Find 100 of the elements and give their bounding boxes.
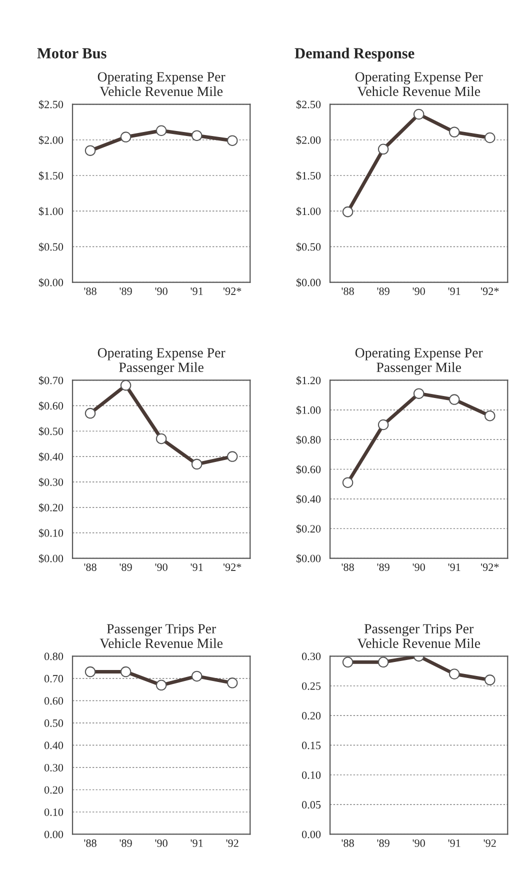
point xyxy=(84,145,96,156)
point xyxy=(191,130,202,141)
x-tick-label: '92* xyxy=(481,563,499,571)
y-tick-label: 0.05 xyxy=(302,801,321,809)
y-tick-label: 0.40 xyxy=(44,742,64,750)
chart-title: Passenger Trips Per Vehicle Revenue Mile xyxy=(357,624,480,648)
y-tick-label: $0.20 xyxy=(296,524,321,534)
x-tick-label: '91 xyxy=(190,563,203,571)
y-tick-label: $0.50 xyxy=(296,242,321,252)
x-tick-label: '91 xyxy=(448,288,460,295)
x-tick-label: '91 xyxy=(190,839,203,847)
x-tick-label: '92* xyxy=(223,288,242,295)
y-tick-label: 0.80 xyxy=(44,652,64,660)
point xyxy=(448,668,460,680)
point xyxy=(120,666,132,678)
y-tick-label: $0.50 xyxy=(38,242,64,252)
x-tick-label: '90 xyxy=(412,288,425,295)
point xyxy=(378,419,389,430)
x-tick-label: '91 xyxy=(448,839,460,847)
y-tick-label: $0.00 xyxy=(38,554,64,563)
y-tick-label: $2.00 xyxy=(296,136,321,145)
y-tick-label: $0.40 xyxy=(296,494,321,504)
point xyxy=(342,656,354,668)
x-tick-label: '91 xyxy=(190,288,203,295)
x-tick-label: '88 xyxy=(342,288,354,295)
x-tick-label: '92 xyxy=(226,839,238,847)
point xyxy=(156,125,167,136)
y-tick-label: $0.40 xyxy=(38,452,64,462)
point xyxy=(448,394,460,405)
x-tick-label: '90 xyxy=(155,839,168,847)
y-tick-label: $2.00 xyxy=(38,136,64,145)
x-tick-label: '90 xyxy=(155,288,168,295)
x-tick-label: '89 xyxy=(377,288,390,295)
y-tick-label: $1.50 xyxy=(38,171,64,180)
point xyxy=(84,408,96,419)
point xyxy=(342,206,354,218)
y-tick-label: $1.50 xyxy=(296,171,321,180)
y-tick-label: 0.25 xyxy=(302,682,321,690)
chart-title: Operating Expense Per Vehicle Revenue Mile xyxy=(98,72,226,96)
x-tick-label: '88 xyxy=(84,839,96,847)
x-tick-label: '91 xyxy=(448,563,460,571)
x-tick-label: '92* xyxy=(481,288,499,295)
y-tick-label: $0.70 xyxy=(38,376,64,385)
point xyxy=(191,670,202,682)
x-tick-label: '88 xyxy=(84,563,96,571)
point xyxy=(448,126,460,138)
chart-title: Operating Expense Per Vehicle Revenue Mile xyxy=(355,72,483,96)
point xyxy=(226,678,238,688)
y-tick-label: $0.00 xyxy=(296,554,321,563)
x-tick-label: '89 xyxy=(120,563,132,571)
text: Motor Bus xyxy=(37,48,106,58)
y-tick-label: $0.60 xyxy=(38,401,64,410)
point xyxy=(378,656,389,668)
y-tick-label: 0.60 xyxy=(44,697,64,705)
y-tick-label: $0.10 xyxy=(38,528,64,538)
y-tick-label: 0.50 xyxy=(44,719,64,727)
point xyxy=(156,680,167,691)
y-tick-label: $1.20 xyxy=(296,376,321,385)
y-tick-label: $0.00 xyxy=(296,278,321,288)
x-tick-label: '88 xyxy=(84,288,96,295)
point xyxy=(413,108,424,120)
x-tick-label: '88 xyxy=(342,563,354,571)
y-tick-label: $1.00 xyxy=(296,206,321,216)
y-tick-label: $0.00 xyxy=(38,278,64,288)
y-tick-label: $1.00 xyxy=(38,206,64,216)
point xyxy=(342,477,354,488)
x-tick-label: '90 xyxy=(155,563,168,571)
point xyxy=(484,410,496,422)
point xyxy=(84,666,96,678)
y-tick-label: $0.20 xyxy=(38,503,64,512)
y-tick-label: 0.20 xyxy=(44,786,64,794)
y-tick-label: 0.30 xyxy=(302,652,321,660)
x-tick-label: '88 xyxy=(342,839,354,847)
chart-title: Passenger Trips Per Vehicle Revenue Mile xyxy=(100,624,223,648)
x-tick-label: '89 xyxy=(120,839,132,847)
point xyxy=(156,433,167,444)
chart-title: Operating Expense Per Passenger Mile xyxy=(355,348,483,375)
chart-title: Operating Expense Per Passenger Mile xyxy=(98,348,226,375)
y-tick-label: 0.20 xyxy=(302,712,321,720)
y-tick-label: 0.10 xyxy=(302,771,321,779)
y-tick-label: 0.30 xyxy=(44,764,64,772)
y-tick-label: 0.70 xyxy=(44,674,64,682)
point xyxy=(120,380,132,391)
x-tick-label: '90 xyxy=(412,839,425,847)
y-tick-label: $0.60 xyxy=(296,465,321,474)
x-tick-label: '89 xyxy=(377,839,390,847)
y-tick-label: 0.00 xyxy=(302,830,321,838)
y-tick-label: $0.30 xyxy=(38,478,64,487)
point xyxy=(120,132,132,142)
x-tick-label: '92 xyxy=(484,839,496,847)
point xyxy=(226,135,238,146)
y-tick-label: 0.15 xyxy=(302,742,321,750)
point xyxy=(226,451,238,462)
y-tick-label: $0.80 xyxy=(296,435,321,444)
point xyxy=(484,674,496,686)
x-tick-label: '89 xyxy=(377,563,390,571)
y-tick-label: $0.50 xyxy=(38,426,64,436)
x-tick-label: '90 xyxy=(412,563,425,571)
y-tick-label: $1.00 xyxy=(296,406,321,415)
text: Demand Response xyxy=(294,48,414,62)
